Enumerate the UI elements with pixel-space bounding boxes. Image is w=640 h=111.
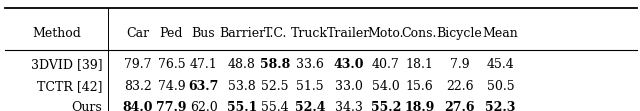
- Text: 55.2: 55.2: [371, 101, 401, 111]
- Text: 62.0: 62.0: [189, 101, 218, 111]
- Text: TCTR [42]: TCTR [42]: [37, 80, 102, 93]
- Text: 33.0: 33.0: [335, 80, 363, 93]
- Text: 52.3: 52.3: [485, 101, 516, 111]
- Text: 22.6: 22.6: [445, 80, 474, 93]
- Text: 27.6: 27.6: [444, 101, 475, 111]
- Text: 3DVID [39]: 3DVID [39]: [31, 58, 102, 71]
- Text: 52.5: 52.5: [262, 80, 289, 93]
- Text: 7.9: 7.9: [450, 58, 469, 71]
- Text: 18.9: 18.9: [404, 101, 435, 111]
- Text: 77.9: 77.9: [156, 101, 187, 111]
- Text: 50.5: 50.5: [486, 80, 515, 93]
- Text: Method: Method: [32, 27, 81, 40]
- Text: 33.6: 33.6: [296, 58, 324, 71]
- Text: Car: Car: [126, 27, 149, 40]
- Text: Ped: Ped: [160, 27, 183, 40]
- Text: 83.2: 83.2: [124, 80, 152, 93]
- Text: 48.8: 48.8: [228, 58, 256, 71]
- Text: Ours: Ours: [72, 101, 102, 111]
- Text: Bicycle: Bicycle: [436, 27, 483, 40]
- Text: 34.3: 34.3: [335, 101, 363, 111]
- Text: Cons.: Cons.: [401, 27, 437, 40]
- Text: 76.5: 76.5: [157, 58, 186, 71]
- Text: 43.0: 43.0: [333, 58, 364, 71]
- Text: 55.1: 55.1: [227, 101, 257, 111]
- Text: Truck: Truck: [291, 27, 328, 40]
- Text: 58.8: 58.8: [260, 58, 291, 71]
- Text: 47.1: 47.1: [189, 58, 218, 71]
- Text: 45.4: 45.4: [486, 58, 515, 71]
- Text: 53.8: 53.8: [228, 80, 256, 93]
- Text: 15.6: 15.6: [405, 80, 433, 93]
- Text: 84.0: 84.0: [122, 101, 153, 111]
- Text: 74.9: 74.9: [157, 80, 186, 93]
- Text: 63.7: 63.7: [188, 80, 219, 93]
- Text: 18.1: 18.1: [405, 58, 433, 71]
- Text: Trailer: Trailer: [327, 27, 371, 40]
- Text: 54.0: 54.0: [372, 80, 400, 93]
- Text: Moto.: Moto.: [367, 27, 404, 40]
- Text: 51.5: 51.5: [296, 80, 324, 93]
- Text: Barrier: Barrier: [219, 27, 265, 40]
- Text: 52.4: 52.4: [294, 101, 325, 111]
- Text: Bus: Bus: [192, 27, 215, 40]
- Text: 55.4: 55.4: [261, 101, 289, 111]
- Text: Mean: Mean: [483, 27, 518, 40]
- Text: 79.7: 79.7: [124, 58, 151, 71]
- Text: T.C.: T.C.: [264, 27, 287, 40]
- Text: 40.7: 40.7: [372, 58, 400, 71]
